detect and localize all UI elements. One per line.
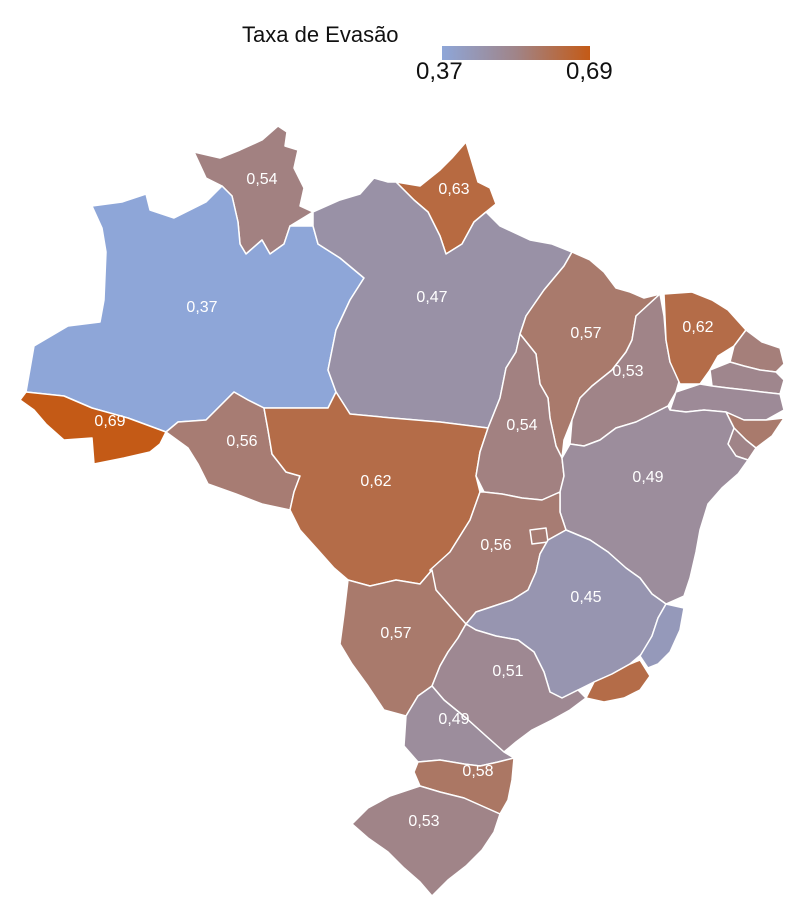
label-ro: 0,56 xyxy=(226,433,257,450)
legend-title: Taxa de Evasão xyxy=(242,22,399,47)
legend-max-label: 0,69 xyxy=(566,58,613,85)
state-sp[interactable] xyxy=(431,623,587,753)
label-pi: 0,53 xyxy=(612,363,643,380)
state-ac[interactable] xyxy=(19,391,167,465)
state-rj[interactable] xyxy=(585,659,651,703)
label-sc: 0,58 xyxy=(462,763,493,780)
state-df[interactable] xyxy=(529,527,549,545)
label-ms: 0,57 xyxy=(380,625,411,642)
state-rs[interactable] xyxy=(351,785,501,897)
label-go: 0,56 xyxy=(480,537,511,554)
label-ba: 0,49 xyxy=(632,469,663,486)
label-pr: 0,49 xyxy=(438,711,469,728)
legend-color-bar xyxy=(442,46,590,60)
label-ac: 0,69 xyxy=(94,413,125,430)
label-mt: 0,62 xyxy=(360,473,391,490)
label-am: 0,37 xyxy=(186,299,217,316)
label-to: 0,54 xyxy=(506,417,537,434)
label-mg: 0,45 xyxy=(570,589,601,606)
label-ap: 0,63 xyxy=(438,181,469,198)
state-es[interactable] xyxy=(639,603,685,669)
label-sp: 0,51 xyxy=(492,663,523,680)
legend-min-label: 0,37 xyxy=(416,58,463,85)
label-rr: 0,54 xyxy=(246,171,277,188)
label-pa: 0,47 xyxy=(416,289,447,306)
state-ce[interactable] xyxy=(663,291,747,385)
label-ce: 0,62 xyxy=(682,319,713,336)
label-rs: 0,53 xyxy=(408,813,439,830)
label-ma: 0,57 xyxy=(570,325,601,342)
